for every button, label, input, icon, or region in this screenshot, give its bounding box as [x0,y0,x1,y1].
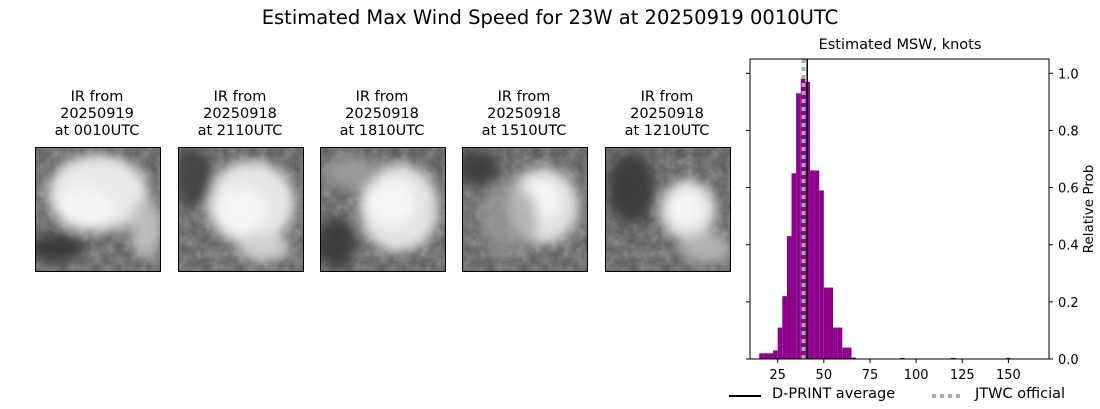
ir-panel-caption-2: IR from 20250918 at 2110UTC [170,89,310,140]
ir-panel-caption-3: IR from 20250918 at 1810UTC [312,89,452,140]
x-tick-label: 75 [862,368,879,383]
ir-satellite-image-4 [462,147,588,272]
ir-satellite-image-5 [605,147,731,272]
histogram-bar [773,350,778,359]
ir-caption-line: IR from [640,89,694,105]
histogram-bar [759,353,764,359]
histogram-bar [842,347,847,359]
ir-caption-time: at 0010UTC [54,123,140,139]
histogram-bar [950,357,956,359]
figure-title: Estimated Max Wind Speed for 23W at 2025… [261,6,839,29]
y-tick-label: 0.6 [1058,182,1079,197]
y-axis-label: Relative Prob [1081,165,1097,254]
ir-caption-line: IR from [355,89,409,105]
x-tick-label: 50 [816,368,833,383]
histogram-bar [819,190,824,359]
ir-panel-caption-1: IR from 20250919 at 0010UTC [27,89,167,140]
histogram-bar [814,170,820,359]
ir-caption-date: 20250919 [60,106,134,122]
x-tick-label: 125 [950,368,975,383]
histogram-bar [809,170,815,359]
y-tick-label: 0.2 [1058,296,1079,311]
y-tick-label: 0.0 [1058,353,1079,368]
histogram-bar [833,327,838,359]
ir-caption-line: IR from [70,89,124,105]
histogram-bar [837,327,843,359]
plot-frame [749,58,1050,360]
histogram-bar [763,353,769,359]
ir-caption-time: at 2110UTC [197,123,283,139]
y-tick-label: 0.4 [1058,239,1079,254]
reference-lines [801,59,808,359]
ir-panel-caption-5: IR from 20250918 at 1210UTC [597,89,737,140]
histogram-bar [828,287,834,359]
y-axis-ticks: 0.0 0.2 0.4 0.6 0.8 1.0 [746,67,1079,368]
ir-panel-caption-4: IR from 20250918 at 1510UTC [454,89,594,140]
ir-caption-date: 20250918 [487,106,561,122]
ir-satellite-image-3 [320,147,446,272]
x-tick-label: 25 [769,368,786,383]
x-axis-ticks: 25 50 75 100 125 150 [769,359,1021,383]
legend-label-d-print: D-PRINT average [772,386,896,402]
y-tick-label: 0.8 [1058,124,1079,139]
x-tick-label: 100 [904,368,929,383]
ir-caption-date: 20250918 [345,106,419,122]
y-tick-label: 1.0 [1058,67,1079,82]
histogram-bar [777,327,783,359]
histogram-bar [851,357,857,359]
ir-caption-line: IR from [497,89,551,105]
ir-caption-date: 20250918 [630,106,704,122]
x-tick-label: 150 [996,368,1021,383]
legend-label-jtwc: JTWC official [975,386,1066,402]
ir-satellite-image-1 [35,147,161,272]
ir-satellite-image-2 [178,147,304,272]
histogram-bar [782,296,787,359]
histogram-bar [846,347,852,359]
histogram-bar [899,357,905,359]
histogram-bar [796,93,801,360]
ir-caption-time: at 1510UTC [481,123,567,139]
ir-caption-time: at 1210UTC [624,123,710,139]
histogram-bar [1006,357,1011,359]
histogram-bar [823,287,829,359]
histogram-bar [768,353,774,359]
ir-caption-time: at 1810UTC [339,123,425,139]
histogram-bar [791,173,797,359]
chart-title: Estimated MSW, knots [819,37,982,53]
histogram-bar [786,236,792,359]
ir-caption-line: IR from [213,89,267,105]
ir-caption-date: 20250918 [203,106,277,122]
